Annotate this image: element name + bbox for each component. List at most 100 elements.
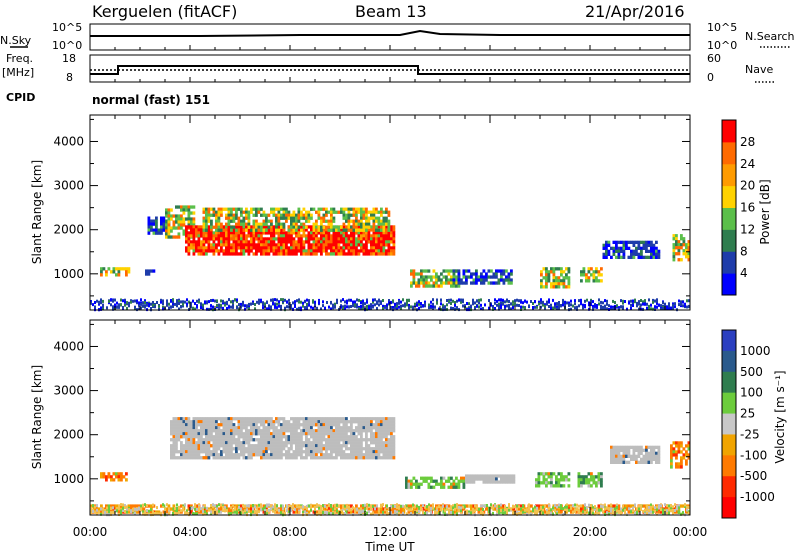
scatter-cell <box>268 214 271 217</box>
scatter-cell <box>493 480 496 483</box>
scatter-cell <box>183 453 186 456</box>
near-range-cell <box>158 305 160 308</box>
near-range-cell <box>384 305 386 308</box>
scatter-cell <box>623 244 626 247</box>
scatter-cell <box>323 208 326 211</box>
scatter-cell <box>195 450 198 453</box>
scatter-cell <box>310 453 313 456</box>
scatter-cell <box>340 211 343 214</box>
scatter-cell <box>170 214 173 217</box>
scatter-cell <box>258 441 261 444</box>
scatter-cell <box>193 231 196 234</box>
scatter-cell <box>458 284 461 287</box>
scatter-cell <box>183 232 186 235</box>
scatter-cell <box>630 253 633 256</box>
scatter-cell <box>353 441 356 444</box>
scatter-cell <box>448 477 451 480</box>
scatter-cell <box>298 447 301 450</box>
scatter-cell <box>243 441 246 444</box>
scatter-cell <box>378 441 381 444</box>
scatter-cell <box>318 456 321 459</box>
near-range-cell <box>216 511 218 514</box>
scatter-cell <box>300 417 303 420</box>
scatter-cell <box>545 267 548 270</box>
scatter-cell <box>323 243 326 246</box>
near-range-cell <box>654 305 656 308</box>
scatter-cell <box>670 465 673 468</box>
scatter-cell <box>183 444 186 447</box>
scatter-cell <box>145 272 148 275</box>
scatter-cell <box>550 270 553 273</box>
near-range-cell <box>452 300 454 303</box>
scatter-cell <box>378 217 381 220</box>
scatter-cell <box>635 461 638 464</box>
scatter-cell <box>593 273 596 276</box>
scatter-cell <box>335 438 338 441</box>
y-tick-label: 2000 <box>53 223 84 237</box>
scatter-cell <box>288 438 291 441</box>
scatter-cell <box>123 267 126 270</box>
scatter-cell <box>335 211 338 214</box>
near-range-cell <box>672 304 674 307</box>
scatter-cell <box>275 450 278 453</box>
near-range-cell <box>142 301 144 304</box>
scatter-cell <box>565 267 568 270</box>
near-range-cell <box>538 303 540 306</box>
scatter-cell <box>188 435 191 438</box>
near-range-cell <box>144 301 146 304</box>
scatter-cell <box>240 223 243 226</box>
scatter-cell <box>225 240 228 243</box>
scatter-cell <box>225 456 228 459</box>
near-range-cell <box>446 303 448 306</box>
scatter-cell <box>250 432 253 435</box>
scatter-cell <box>435 480 438 483</box>
scatter-cell <box>478 278 481 281</box>
scatter-cell <box>178 423 181 426</box>
scatter-cell <box>298 220 301 223</box>
scatter-cell <box>285 429 288 432</box>
near-range-cell <box>580 299 582 302</box>
scatter-cell <box>223 423 226 426</box>
scatter-cell <box>363 429 366 432</box>
scatter-cell <box>545 478 548 481</box>
near-range-cell <box>600 305 602 308</box>
scatter-cell <box>240 252 243 255</box>
scatter-cell <box>265 220 268 223</box>
scatter-cell <box>443 483 446 486</box>
scatter-cell <box>335 229 338 232</box>
scatter-cell <box>390 417 393 420</box>
near-range-cell <box>124 301 126 304</box>
scatter-cell <box>508 272 511 275</box>
scatter-cell <box>240 417 243 420</box>
scatter-cell <box>355 450 358 453</box>
near-range-cell <box>680 300 682 303</box>
scatter-cell <box>185 447 188 450</box>
near-range-cell <box>598 303 600 306</box>
scatter-cell <box>275 438 278 441</box>
scatter-cell <box>285 441 288 444</box>
scatter-cell <box>313 456 316 459</box>
scatter-cell <box>303 214 306 217</box>
near-range-cell <box>568 304 570 307</box>
near-range-cell <box>192 307 194 310</box>
scatter-cell <box>315 243 318 246</box>
scatter-cell <box>640 247 643 250</box>
scatter-cell <box>210 231 213 234</box>
near-range-cell <box>608 304 610 307</box>
scatter-cell <box>430 284 433 287</box>
scatter-cell <box>315 432 318 435</box>
near-range-cell <box>542 301 544 304</box>
scatter-cell <box>320 226 323 229</box>
near-range-cell <box>304 306 306 309</box>
scatter-cell <box>318 217 321 220</box>
scatter-cell <box>408 486 411 489</box>
scatter-cell <box>275 453 278 456</box>
scatter-cell <box>355 246 358 249</box>
scatter-cell <box>228 423 231 426</box>
scatter-cell <box>545 472 548 475</box>
scatter-cell <box>583 273 586 276</box>
scatter-cell <box>193 441 196 444</box>
scatter-cell <box>233 249 236 252</box>
scatter-cell <box>210 429 213 432</box>
scatter-cell <box>303 450 306 453</box>
